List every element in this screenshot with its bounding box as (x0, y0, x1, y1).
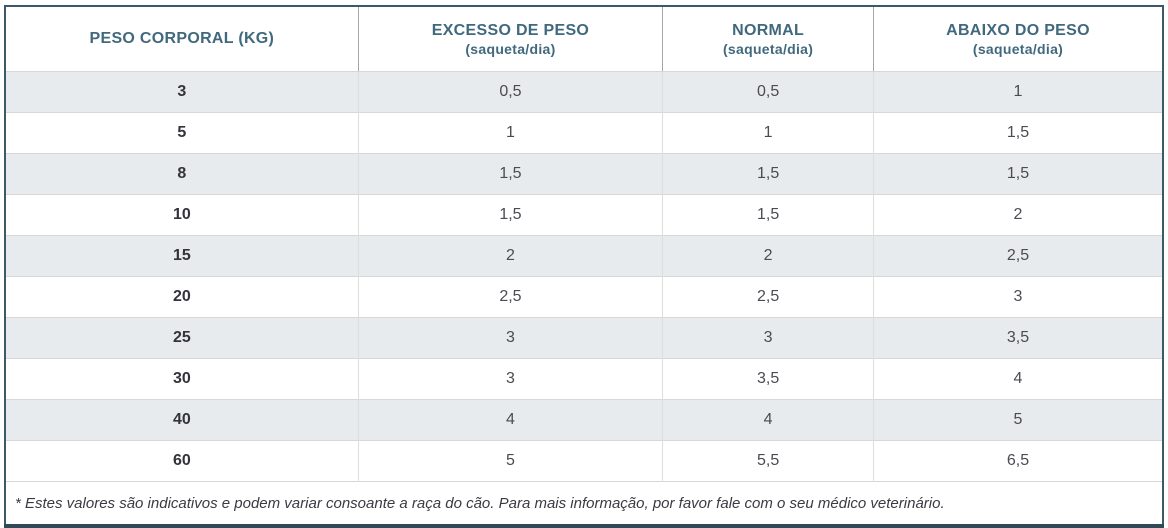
dose-cell: 2,5 (662, 276, 874, 318)
weight-cell: 20 (5, 276, 359, 318)
dose-cell: 1,5 (873, 112, 1163, 154)
dose-cell: 1,5 (662, 153, 874, 195)
dose-cell: 4 (662, 399, 874, 441)
weight-cell: 60 (5, 440, 359, 482)
col-header-peso-corporal: PESO CORPORAL (KG) (5, 6, 359, 72)
dose-cell: 4 (873, 358, 1163, 400)
feeding-guide-table: PESO CORPORAL (KG) EXCESSO DE PESO (saqu… (4, 5, 1164, 528)
table-row: 15 2 2 2,5 (5, 235, 1163, 277)
dose-cell: 3 (662, 317, 874, 359)
header-row: PESO CORPORAL (KG) EXCESSO DE PESO (saqu… (5, 6, 1163, 72)
dose-cell: 6,5 (873, 440, 1163, 482)
col-header-title: NORMAL (732, 21, 805, 39)
col-header-subtitle: (saqueta/dia) (465, 40, 556, 57)
dose-cell: 2 (358, 235, 664, 277)
weight-cell: 25 (5, 317, 359, 359)
dose-cell: 5 (873, 399, 1163, 441)
table-row: 30 3 3,5 4 (5, 358, 1163, 400)
dose-cell: 5 (358, 440, 664, 482)
dose-cell: 1,5 (873, 153, 1163, 195)
dose-cell: 4 (358, 399, 664, 441)
weight-cell: 8 (5, 153, 359, 195)
weight-cell: 15 (5, 235, 359, 277)
dose-cell: 2 (873, 194, 1163, 236)
dose-cell: 2,5 (873, 235, 1163, 277)
weight-cell: 30 (5, 358, 359, 400)
table-row: 5 1 1 1,5 (5, 112, 1163, 154)
dose-cell: 1,5 (358, 153, 664, 195)
table-body: 3 0,5 0,5 1 5 1 1 1,5 8 1,5 1,5 1,5 10 1,5 1,5 2 15 2 2 2,5… (5, 71, 1163, 482)
dose-cell: 3,5 (662, 358, 874, 400)
col-header-title: PESO CORPORAL (KG) (89, 30, 275, 47)
dose-cell: 1,5 (358, 194, 664, 236)
weight-cell: 40 (5, 399, 359, 441)
table-row: 8 1,5 1,5 1,5 (5, 153, 1163, 195)
dose-cell: 5,5 (662, 440, 874, 482)
col-header-excesso-de-peso: EXCESSO DE PESO (saqueta/dia) (358, 6, 664, 72)
dose-cell: 1 (873, 71, 1163, 113)
table-row: 25 3 3 3,5 (5, 317, 1163, 359)
col-header-subtitle: (saqueta/dia) (722, 40, 814, 57)
table-header: PESO CORPORAL (KG) EXCESSO DE PESO (saqu… (5, 6, 1163, 72)
col-header-title: ABAIXO DO PESO (946, 21, 1090, 39)
table-row: 60 5 5,5 6,5 (5, 440, 1163, 482)
table-row: 10 1,5 1,5 2 (5, 194, 1163, 236)
weight-cell: 3 (5, 71, 359, 113)
table-footer: * Estes valores são indicativos e podem … (5, 481, 1163, 526)
dose-cell: 1 (358, 112, 664, 154)
weight-cell: 5 (5, 112, 359, 154)
dose-cell: 1,5 (662, 194, 874, 236)
dose-cell: 3 (873, 276, 1163, 318)
col-header-title: EXCESSO DE PESO (431, 21, 590, 39)
footnote-row: * Estes valores são indicativos e podem … (5, 481, 1163, 526)
dose-cell: 3,5 (873, 317, 1163, 359)
dose-cell: 2,5 (358, 276, 664, 318)
dose-cell: 0,5 (358, 71, 664, 113)
dose-cell: 3 (358, 358, 664, 400)
table-row: 3 0,5 0,5 1 (5, 71, 1163, 113)
footnote-text: * Estes valores são indicativos e podem … (5, 481, 1163, 526)
col-header-normal: NORMAL (saqueta/dia) (662, 6, 874, 72)
weight-cell: 10 (5, 194, 359, 236)
dose-cell: 2 (662, 235, 874, 277)
dose-cell: 0,5 (662, 71, 874, 113)
dose-cell: 3 (358, 317, 664, 359)
col-header-abaixo-do-peso: ABAIXO DO PESO (saqueta/dia) (873, 6, 1163, 72)
col-header-subtitle: (saqueta/dia) (972, 40, 1064, 57)
table-row: 40 4 4 5 (5, 399, 1163, 441)
dose-cell: 1 (662, 112, 874, 154)
table-row: 20 2,5 2,5 3 (5, 276, 1163, 318)
